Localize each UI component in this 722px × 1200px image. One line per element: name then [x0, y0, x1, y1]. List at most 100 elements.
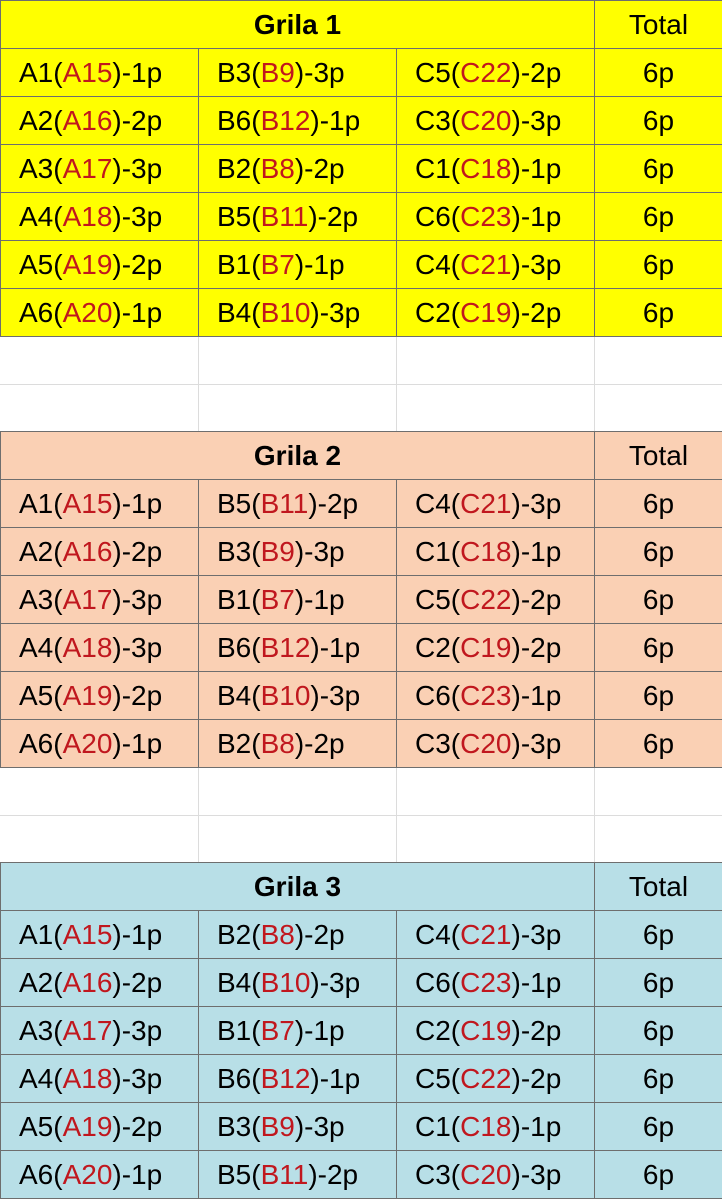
table-cell[interactable]: C4(C21)-3p: [396, 240, 595, 289]
table-cell[interactable]: A2(A16)-2p: [0, 958, 199, 1007]
grila-title[interactable]: Grila 3: [0, 862, 595, 911]
cell-prefix: B1(: [217, 1014, 261, 1046]
table-row: A1(A15)-1p B2(B8)-2p C4(C21)-3p 6p: [0, 910, 722, 959]
table-cell[interactable]: B6(B12)-1p: [198, 1054, 397, 1103]
cell-code: B10: [260, 679, 311, 711]
table-cell[interactable]: A5(A19)-2p: [0, 240, 199, 289]
table-cell[interactable]: A4(A18)-3p: [0, 1054, 199, 1103]
total-cell[interactable]: 6p: [594, 1006, 722, 1055]
total-cell[interactable]: 6p: [594, 240, 722, 289]
table-cell[interactable]: C5(C22)-2p: [396, 48, 595, 97]
total-cell[interactable]: 6p: [594, 1102, 722, 1151]
grila-title[interactable]: Grila 2: [0, 431, 595, 480]
total-cell[interactable]: 6p: [594, 144, 722, 193]
total-cell[interactable]: 6p: [594, 719, 722, 768]
table-cell[interactable]: A6(A20)-1p: [0, 288, 199, 337]
table-cell[interactable]: B2(B8)-2p: [198, 910, 397, 959]
table-cell[interactable]: A4(A18)-3p: [0, 623, 199, 672]
table-cell[interactable]: A1(A15)-1p: [0, 48, 199, 97]
table-cell[interactable]: C3(C20)-3p: [396, 96, 595, 145]
table-cell[interactable]: A1(A15)-1p: [0, 910, 199, 959]
total-header[interactable]: Total: [594, 431, 722, 480]
cell-prefix: A4(: [19, 1062, 63, 1094]
cell-prefix: C3(: [415, 727, 461, 759]
table-cell[interactable]: C4(C21)-3p: [396, 910, 595, 959]
cell-code: B7: [260, 248, 295, 280]
table-cell[interactable]: B4(B10)-3p: [198, 958, 397, 1007]
table-cell[interactable]: C3(C20)-3p: [396, 719, 595, 768]
total-cell[interactable]: 6p: [594, 575, 722, 624]
table-cell[interactable]: A4(A18)-3p: [0, 192, 199, 241]
table-cell[interactable]: A3(A17)-3p: [0, 144, 199, 193]
cell-prefix: B3(: [217, 56, 261, 88]
table-cell[interactable]: A2(A16)-2p: [0, 96, 199, 145]
total-cell[interactable]: 6p: [594, 671, 722, 720]
table-cell[interactable]: B2(B8)-2p: [198, 144, 397, 193]
total-cell[interactable]: 6p: [594, 96, 722, 145]
cell-suffix: )-3p: [112, 583, 163, 615]
grila-3-table: Grila 3 Total A1(A15)-1p B2(B8)-2p C4(C21)…: [0, 862, 722, 1199]
table-cell[interactable]: C1(C18)-1p: [396, 144, 595, 193]
table-cell[interactable]: A6(A20)-1p: [0, 1150, 199, 1199]
cell-code: A16: [62, 104, 113, 136]
cell-code: A19: [62, 1110, 113, 1142]
cell-prefix: C5(: [415, 1062, 461, 1094]
table-cell[interactable]: C6(C23)-1p: [396, 958, 595, 1007]
table-cell[interactable]: B1(B7)-1p: [198, 1006, 397, 1055]
table-cell[interactable]: B3(B9)-3p: [198, 1102, 397, 1151]
total-header[interactable]: Total: [594, 862, 722, 911]
table-cell[interactable]: C3(C20)-3p: [396, 1150, 595, 1199]
table-cell[interactable]: C6(C23)-1p: [396, 192, 595, 241]
table-cell[interactable]: C1(C18)-1p: [396, 527, 595, 576]
table-cell[interactable]: C2(C19)-2p: [396, 1006, 595, 1055]
table-cell[interactable]: C2(C19)-2p: [396, 623, 595, 672]
table-cell[interactable]: C6(C23)-1p: [396, 671, 595, 720]
total-cell[interactable]: 6p: [594, 48, 722, 97]
table-cell[interactable]: B6(B12)-1p: [198, 96, 397, 145]
table-cell[interactable]: B5(B11)-2p: [198, 1150, 397, 1199]
total-cell[interactable]: 6p: [594, 192, 722, 241]
total-cell[interactable]: 6p: [594, 958, 722, 1007]
table-cell[interactable]: C5(C22)-2p: [396, 575, 595, 624]
total-header[interactable]: Total: [594, 0, 722, 49]
table-cell[interactable]: B4(B10)-3p: [198, 288, 397, 337]
cell-code: C21: [460, 487, 512, 519]
table-cell[interactable]: B5(B11)-2p: [198, 479, 397, 528]
cell-suffix: )-3p: [511, 104, 562, 136]
table-cell[interactable]: A5(A19)-2p: [0, 1102, 199, 1151]
table-cell[interactable]: C5(C22)-2p: [396, 1054, 595, 1103]
table-cell[interactable]: B1(B7)-1p: [198, 575, 397, 624]
table-cell[interactable]: B4(B10)-3p: [198, 671, 397, 720]
cell-code: A19: [62, 679, 113, 711]
table-cell[interactable]: A2(A16)-2p: [0, 527, 199, 576]
total-cell[interactable]: 6p: [594, 623, 722, 672]
cell-prefix: A6(: [19, 1158, 63, 1190]
table-cell[interactable]: B6(B12)-1p: [198, 623, 397, 672]
total-cell[interactable]: 6p: [594, 479, 722, 528]
cell-code: C18: [460, 152, 512, 184]
table-cell[interactable]: A3(A17)-3p: [0, 1006, 199, 1055]
table-cell[interactable]: A5(A19)-2p: [0, 671, 199, 720]
table-cell[interactable]: C4(C21)-3p: [396, 479, 595, 528]
total-cell[interactable]: 6p: [594, 288, 722, 337]
table-cell[interactable]: A1(A15)-1p: [0, 479, 199, 528]
table-cell[interactable]: B2(B8)-2p: [198, 719, 397, 768]
table-cell[interactable]: B3(B9)-3p: [198, 527, 397, 576]
total-cell[interactable]: 6p: [594, 1054, 722, 1103]
table-cell[interactable]: B3(B9)-3p: [198, 48, 397, 97]
cell-prefix: A1(: [19, 918, 63, 950]
table-cell[interactable]: A6(A20)-1p: [0, 719, 199, 768]
table-cell[interactable]: C1(C18)-1p: [396, 1102, 595, 1151]
cell-code: C20: [460, 727, 512, 759]
table-cell[interactable]: B1(B7)-1p: [198, 240, 397, 289]
cell-code: A18: [62, 200, 113, 232]
total-cell[interactable]: 6p: [594, 527, 722, 576]
table-cell[interactable]: B5(B11)-2p: [198, 192, 397, 241]
table-cell[interactable]: C2(C19)-2p: [396, 288, 595, 337]
total-cell[interactable]: 6p: [594, 910, 722, 959]
table-cell[interactable]: A3(A17)-3p: [0, 575, 199, 624]
cell-code: B12: [260, 104, 311, 136]
total-cell[interactable]: 6p: [594, 1150, 722, 1199]
grila-title[interactable]: Grila 1: [0, 0, 595, 49]
cell-prefix: A5(: [19, 248, 63, 280]
